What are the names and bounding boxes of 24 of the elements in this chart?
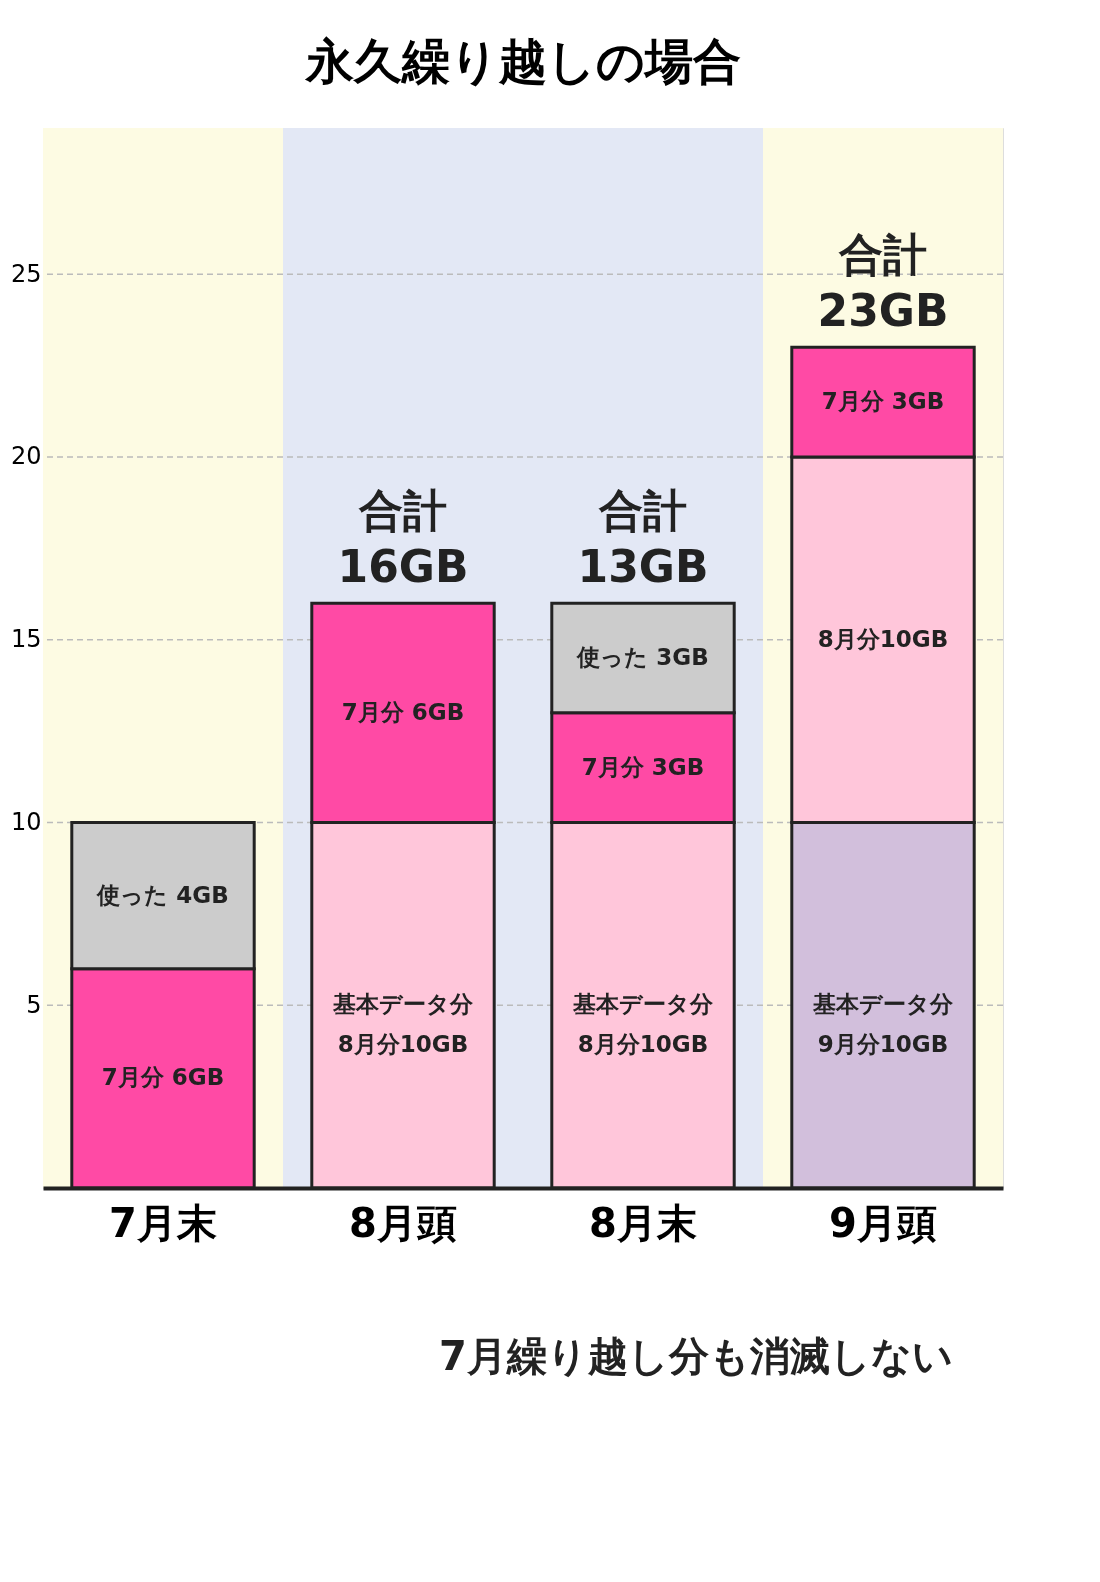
x-tick-label: 8月頭	[349, 1199, 457, 1246]
data-label: 7月分 6GB	[341, 698, 465, 725]
y-tick-label: 5	[26, 990, 42, 1019]
data-label: 7月分 3GB	[581, 753, 705, 780]
x-tick-label: 8月末	[589, 1199, 697, 1246]
data-label: 8月分10GB	[817, 625, 949, 652]
data-label: 基本データ分 9月分10GB	[812, 991, 954, 1058]
data-label: 基本データ分 8月分10GB	[332, 991, 474, 1058]
data-label: 基本データ分 8月分10GB	[572, 991, 714, 1058]
total-label: 合計 13GB	[577, 485, 709, 593]
data-label: 使った 3GB	[576, 644, 709, 670]
chart-title: 永久繰り越しの場合	[303, 33, 741, 89]
y-tick-label: 25	[10, 259, 42, 288]
text: 7月繰り越し分も消滅しない	[438, 1333, 953, 1379]
data-label: 7月分 6GB	[101, 1064, 225, 1091]
total-label: 合計 16GB	[337, 485, 469, 593]
data-label: 使った 4GB	[96, 881, 229, 908]
x-tick-label: 9月頭	[829, 1199, 937, 1246]
x-tick-label: 7月末	[109, 1199, 217, 1246]
y-tick-label: 10	[10, 807, 42, 836]
y-tick-label: 15	[10, 625, 42, 654]
data-label: 7月分 3GB	[821, 388, 945, 415]
y-tick-label: 20	[10, 442, 42, 471]
total-label: 合計 23GB	[817, 229, 949, 337]
